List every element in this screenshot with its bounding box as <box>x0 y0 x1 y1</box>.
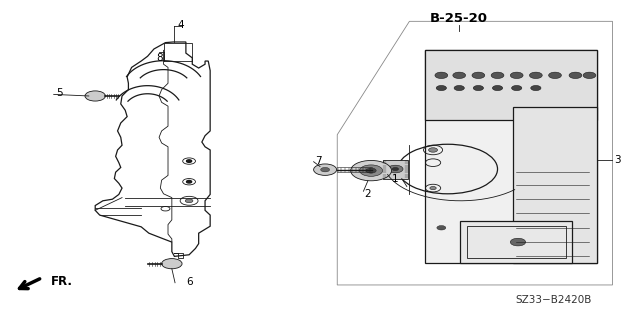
Circle shape <box>548 72 561 78</box>
Circle shape <box>531 85 541 91</box>
FancyBboxPatch shape <box>461 221 572 263</box>
Text: 1: 1 <box>392 174 399 183</box>
Text: B-25-20: B-25-20 <box>430 12 488 25</box>
Circle shape <box>388 165 403 173</box>
Circle shape <box>583 72 596 78</box>
Circle shape <box>85 91 106 101</box>
Circle shape <box>473 85 483 91</box>
Circle shape <box>186 160 191 162</box>
Bar <box>383 160 408 179</box>
Circle shape <box>454 85 465 91</box>
Bar <box>426 50 596 120</box>
Text: 3: 3 <box>614 155 621 165</box>
Circle shape <box>185 199 193 203</box>
Circle shape <box>186 181 191 183</box>
Text: 6: 6 <box>186 277 193 287</box>
Circle shape <box>472 72 484 78</box>
Text: FR.: FR. <box>51 275 72 288</box>
Bar <box>513 107 596 263</box>
Circle shape <box>360 165 383 176</box>
Circle shape <box>492 85 502 91</box>
Circle shape <box>436 85 447 91</box>
Text: SZ33−B2420B: SZ33−B2420B <box>515 295 591 305</box>
Bar <box>426 50 596 263</box>
Circle shape <box>529 72 542 78</box>
Circle shape <box>392 167 399 171</box>
Text: 8: 8 <box>156 53 163 63</box>
Text: 5: 5 <box>56 88 63 98</box>
Circle shape <box>321 167 330 172</box>
Circle shape <box>314 164 337 175</box>
Text: 7: 7 <box>315 156 321 166</box>
Circle shape <box>429 148 438 152</box>
Bar <box>467 226 566 258</box>
Circle shape <box>351 160 392 181</box>
Circle shape <box>435 72 448 78</box>
Circle shape <box>437 226 446 230</box>
Circle shape <box>569 72 582 78</box>
Circle shape <box>366 168 376 173</box>
Circle shape <box>453 72 466 78</box>
Circle shape <box>491 72 504 78</box>
Circle shape <box>162 259 182 269</box>
Text: 4: 4 <box>177 19 184 30</box>
Text: 2: 2 <box>365 189 371 199</box>
Bar <box>164 43 192 61</box>
Circle shape <box>430 187 436 190</box>
Circle shape <box>510 238 525 246</box>
Circle shape <box>510 72 523 78</box>
Circle shape <box>511 85 522 91</box>
